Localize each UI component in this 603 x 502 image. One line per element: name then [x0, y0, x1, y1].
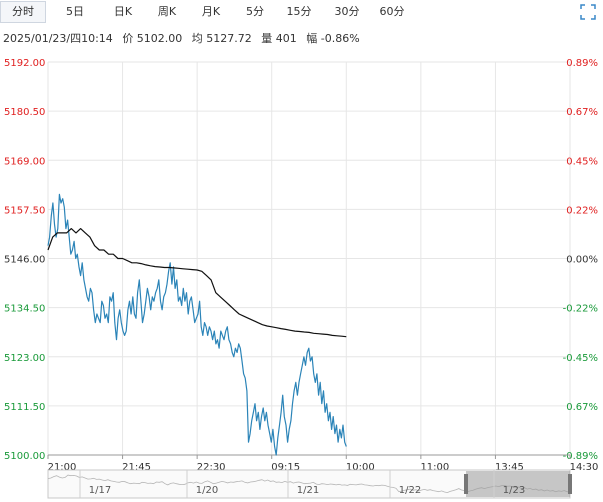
navigator-date-label: 1/22 [399, 485, 421, 496]
time-tick-label: 21:00 [48, 462, 77, 473]
time-tick-label: 13:45 [495, 462, 524, 473]
tab-daily-k[interactable]: 日K [113, 5, 133, 18]
navigator-selection [466, 471, 570, 497]
price-tick-label: 5192.00 [4, 58, 45, 69]
price-axis: 5192.00 5180.50 5169.00 5157.50 5146.00 5134.… [4, 58, 45, 462]
period-tab-bar: 分时 5日 日K 周K 月K 5分 15分 30分 60分 [0, 0, 603, 24]
percent-tick-label: 0.67% [566, 107, 598, 118]
percent-tick-label: 0.00% [566, 255, 598, 266]
tab-15min[interactable]: 15分 [286, 5, 312, 18]
navigator-handle [568, 474, 572, 494]
navigator-date-label: 1/21 [297, 485, 319, 496]
navigator-handle [464, 474, 468, 494]
quote-volume: 量 401 [261, 32, 297, 45]
time-tick-label: 10:00 [346, 462, 375, 473]
percent-tick-label: -0.22% [563, 304, 598, 315]
tab-intraday[interactable]: 分时 [0, 1, 46, 23]
navigator-date-label: 1/20 [196, 485, 218, 496]
quote-datetime: 2025/01/23/四10:14 [3, 32, 113, 45]
quote-info-line: 2025/01/23/四10:14 价 5102.00 均 5127.72 量 … [3, 30, 366, 46]
price-tick-label: 5146.00 [4, 255, 45, 266]
percent-tick-label: 0.67% [566, 402, 598, 413]
price-tick-label: 5111.50 [4, 402, 45, 413]
range-navigator: 1/17 1/20 1/21 1/22 1/23 [47, 469, 572, 499]
tab-30min[interactable]: 30分 [334, 5, 360, 18]
time-tick-label: 11:00 [420, 462, 449, 473]
percent-tick-label: -0.45% [563, 353, 598, 364]
tab-5min[interactable]: 5分 [246, 5, 264, 18]
time-tick-label: 22:30 [197, 462, 226, 473]
percent-tick-label: 0.89% [566, 58, 598, 69]
chart-grid [47, 61, 571, 456]
percent-axis: 0.89% 0.67% 0.45% 0.22% 0.00% -0.22% -0.45% 0.6… [563, 58, 598, 462]
expand-corners-icon[interactable] [580, 4, 596, 20]
navigator-date-label: 1/17 [89, 485, 111, 496]
price-tick-label: 5123.00 [4, 353, 45, 364]
time-axis: 21:00 21:45 22:30 09:15 10:00 11:00 13:45 14:30 [47, 454, 599, 473]
price-series-line [47, 193, 347, 456]
quote-change: 幅 -0.86% [306, 32, 360, 45]
price-tick-label: 5134.50 [4, 304, 45, 315]
tab-60min[interactable]: 60分 [379, 5, 405, 18]
time-tick-label: 14:30 [570, 462, 599, 473]
price-tick-label: 5180.50 [4, 107, 45, 118]
price-tick-label: 5157.50 [4, 205, 45, 216]
quote-price: 价 5102.00 [122, 32, 183, 45]
tab-monthly-k[interactable]: 月K [201, 5, 221, 18]
price-tick-label: 5100.00 [4, 451, 45, 462]
percent-tick-label: -0.89% [563, 451, 598, 462]
tab-5day[interactable]: 5日 [66, 5, 84, 18]
time-tick-label: 21:45 [122, 462, 151, 473]
quote-average: 均 5127.72 [191, 32, 252, 45]
chart-lines [47, 193, 347, 456]
price-tick-label: 5169.00 [4, 156, 45, 167]
average-series-line [47, 228, 347, 338]
percent-tick-label: 0.45% [566, 156, 598, 167]
navigator-date-label: 1/23 [503, 485, 525, 496]
tab-weekly-k[interactable]: 周K [157, 5, 177, 18]
time-tick-label: 09:15 [271, 462, 300, 473]
percent-tick-label: 0.22% [566, 205, 598, 216]
